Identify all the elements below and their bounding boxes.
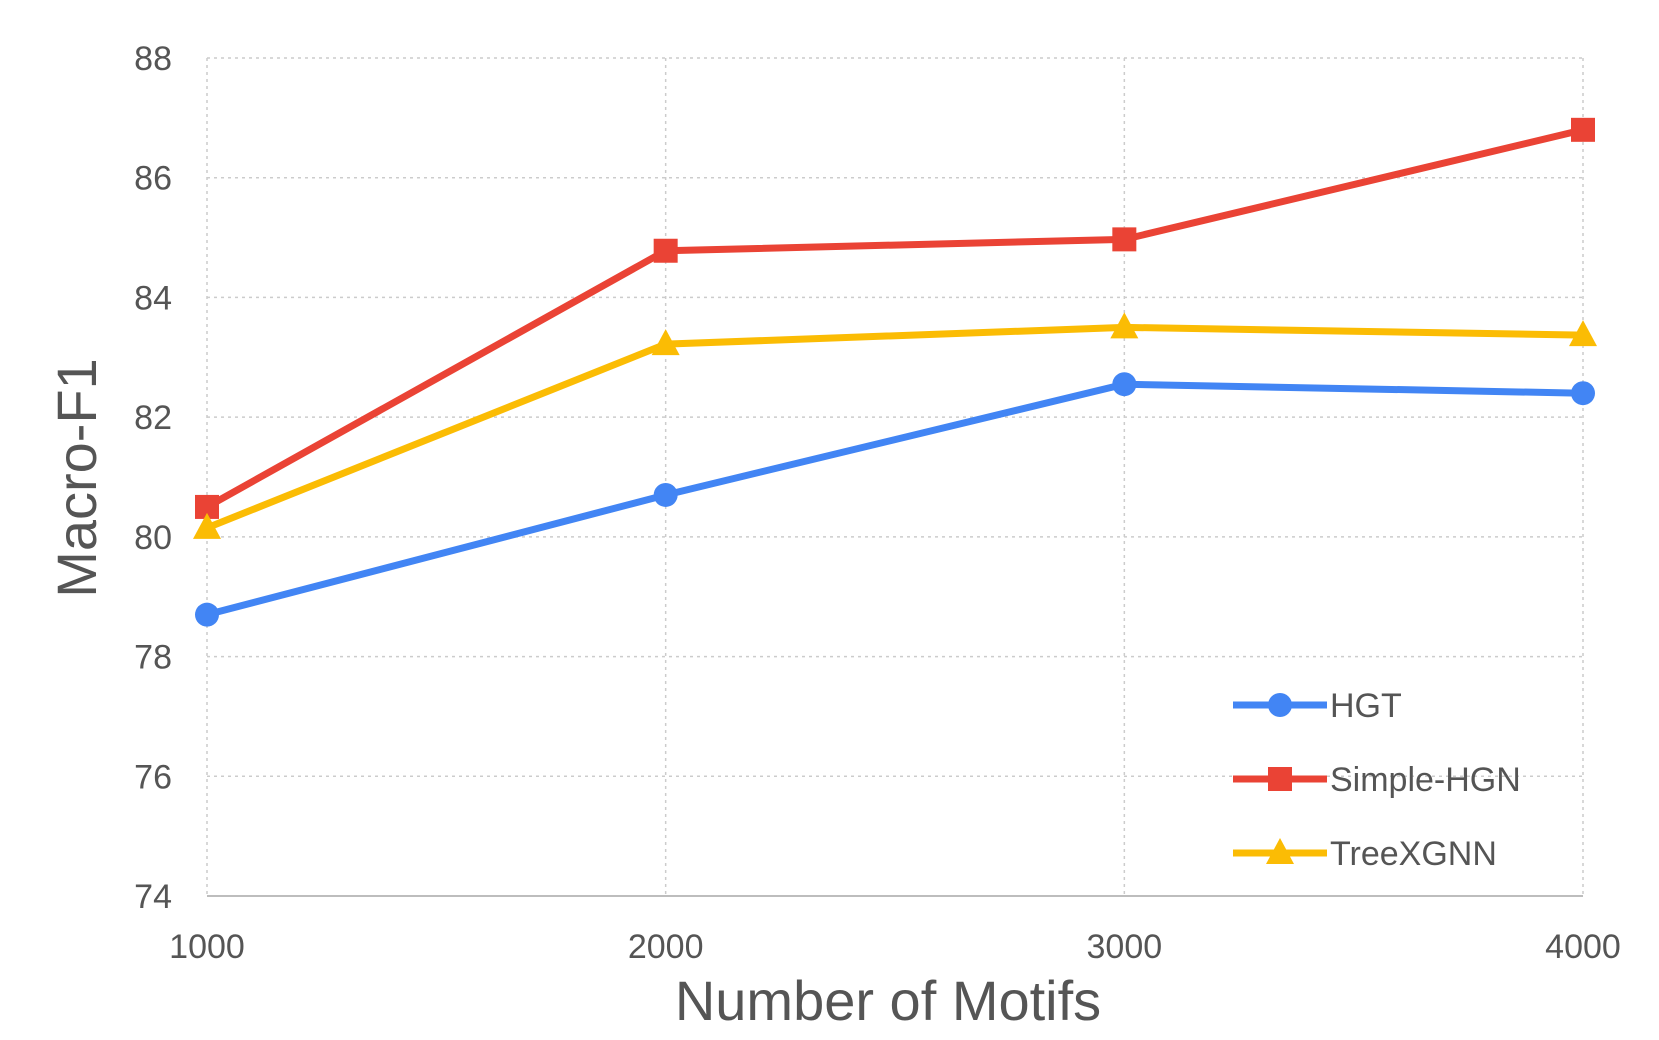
series-lines (205, 126, 1584, 619)
data-point-treexgnn (193, 512, 221, 539)
legend-marker-hgt (1268, 693, 1292, 717)
data-point-hgt (1112, 372, 1137, 397)
y-tick-label: 74 (134, 878, 172, 916)
y-tick-label: 88 (134, 40, 172, 78)
legend-label-hgt: HGT (1330, 687, 1402, 725)
x-tick-label: 1000 (169, 928, 245, 966)
legend: HGT Simple-HGN TreeXGNN (1233, 687, 1521, 873)
y-tick-label: 86 (134, 160, 172, 198)
series-line-treexgnn (205, 323, 1584, 532)
y-tick-label: 76 (134, 758, 172, 796)
y-axis-title: Macro-F1 (45, 358, 108, 598)
tick-labels: 74 76 78 80 82 84 86 88 1000 2000 3000 4000 (134, 40, 1621, 966)
series-line-hgt (206, 380, 1584, 619)
data-point-treexgnn (1569, 320, 1597, 347)
legend-marker-simple-hgn (1268, 767, 1292, 791)
x-tick-label: 4000 (1545, 928, 1621, 966)
legend-marker-treexgnn (1266, 838, 1294, 864)
data-point-simple-hgn (1571, 117, 1595, 142)
data-point-hgt (1571, 381, 1595, 406)
data-point-simple-hgn (653, 238, 678, 263)
legend-label-treexgnn: TreeXGNN (1330, 835, 1497, 873)
data-point-treexgnn (651, 329, 680, 356)
data-point-hgt (653, 482, 678, 507)
series-line-simple-hgn (205, 126, 1584, 510)
x-axis-title: Number of Motifs (675, 969, 1101, 1032)
y-tick-label: 84 (134, 279, 172, 317)
series-markers (193, 117, 1597, 627)
data-point-simple-hgn (1112, 227, 1137, 252)
x-tick-label: 2000 (628, 928, 704, 966)
x-tick-label: 3000 (1087, 928, 1163, 966)
legend-label-simple-hgn: Simple-HGN (1330, 761, 1521, 799)
data-point-hgt (195, 602, 219, 627)
y-tick-label: 78 (134, 639, 172, 677)
grid (206, 57, 1584, 896)
data-point-treexgnn (1110, 312, 1139, 339)
y-tick-label: 82 (134, 399, 172, 437)
y-tick-label: 80 (134, 519, 172, 557)
